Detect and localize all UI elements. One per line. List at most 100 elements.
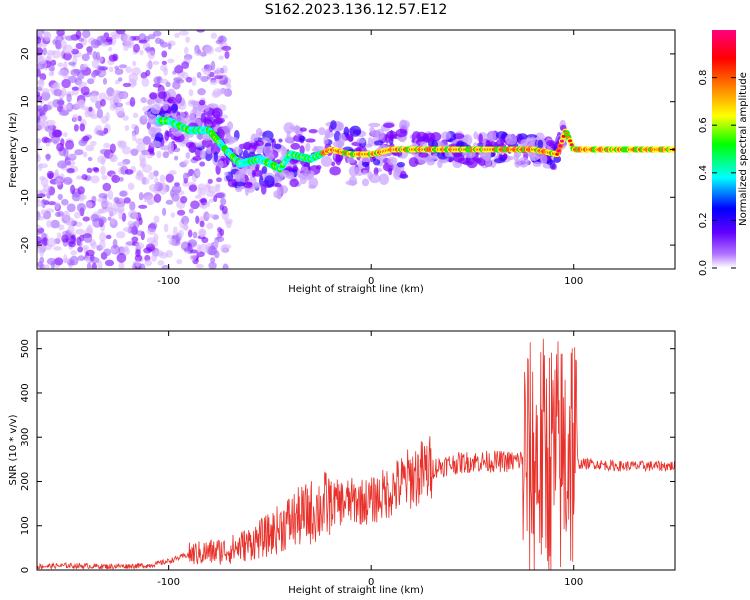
- heatmap-cell: [112, 89, 122, 100]
- heatmap-cell: [561, 134, 566, 138]
- heatmap-cell: [196, 251, 205, 258]
- heatmap-cell: [86, 167, 93, 174]
- heatmap-cell: [264, 175, 275, 188]
- heatmap-cell: [43, 264, 50, 269]
- heatmap-cell: [209, 79, 218, 85]
- heatmap-cell: [176, 79, 185, 84]
- snr-axes: -100 0 100 0 100 200 300 400 500: [20, 331, 675, 588]
- heatmap-cell: [54, 257, 64, 266]
- heatmap-cell: [105, 36, 113, 43]
- heatmap-cell: [387, 156, 398, 166]
- heatmap-cell: [46, 237, 57, 248]
- heatmap-cell: [43, 31, 52, 42]
- heatmap-cell: [70, 184, 76, 195]
- heatmap-cell: [389, 130, 394, 142]
- heatmap-cell: [103, 127, 109, 135]
- heatmap-cell: [196, 30, 206, 33]
- colorbar-tick-label: 0.4: [698, 165, 709, 181]
- heatmap-cell: [165, 81, 171, 88]
- heatmap-cell: [192, 155, 202, 161]
- heatmap-cell: [104, 259, 115, 267]
- heatmap-cell: [37, 224, 41, 230]
- y-tick-label: 0: [20, 567, 31, 573]
- heatmap-cell: [138, 192, 144, 201]
- heatmap-cell: [112, 238, 118, 249]
- colorbar-gradient: [712, 30, 736, 268]
- heatmap-cell: [175, 93, 182, 104]
- heatmap-cell: [86, 224, 93, 235]
- heatmap-cell: [67, 153, 77, 159]
- snr-panel: -100 0 100 0 100 200 300 400 500 Height of strai…: [8, 330, 676, 596]
- heatmap-cell: [102, 182, 112, 192]
- heatmap-cell: [278, 138, 283, 143]
- heatmap-cell: [37, 215, 46, 221]
- heatmap-cell: [105, 234, 112, 240]
- heatmap-cell: [99, 239, 106, 250]
- heatmap-cell: [111, 174, 121, 184]
- heatmap-cell: [86, 51, 93, 56]
- heatmap-cell: [87, 156, 93, 162]
- heatmap-cell: [136, 143, 146, 153]
- heatmap-cell: [502, 153, 508, 160]
- heatmap-cell: [77, 186, 85, 195]
- heatmap-cell: [276, 189, 282, 200]
- heatmap-cell: [373, 140, 384, 146]
- heatmap-cell: [37, 36, 41, 45]
- heatmap-cell: [194, 194, 202, 199]
- heatmap-cell: [457, 157, 468, 164]
- heatmap-cell: [82, 216, 90, 222]
- heatmap-cell: [165, 249, 173, 258]
- heatmap-cell: [200, 75, 209, 82]
- y-tick-label: 100: [20, 516, 31, 535]
- heatmap-cell: [110, 247, 116, 254]
- heatmap-cell: [210, 60, 216, 71]
- heatmap-cell: [279, 169, 291, 178]
- heatmap-cell: [150, 104, 161, 115]
- heatmap-cell: [40, 115, 48, 121]
- heatmap-cell: [121, 247, 130, 256]
- heatmap-cell: [99, 232, 107, 242]
- heatmap-cell: [162, 151, 170, 159]
- heatmap-cell: [40, 209, 46, 215]
- heatmap-cell: [46, 49, 56, 55]
- heatmap-cell: [176, 259, 183, 265]
- heatmap-cell: [123, 44, 129, 51]
- heatmap-cell: [122, 82, 132, 88]
- heatmap-cell: [204, 184, 212, 193]
- heatmap-cell: [46, 170, 55, 179]
- heatmap-cell: [171, 184, 182, 194]
- heatmap-cell: [289, 178, 299, 188]
- heatmap-cell: [81, 245, 90, 250]
- heatmap-cell: [261, 166, 268, 174]
- heatmap-cell: [425, 132, 436, 143]
- heatmap-cell: [566, 135, 571, 139]
- heatmap-cell: [81, 174, 88, 181]
- heatmap-cell: [98, 92, 107, 102]
- heatmap-cell: [138, 39, 148, 44]
- snr-x-label: Height of straight line (km): [288, 585, 424, 596]
- heatmap-cell: [149, 222, 158, 230]
- heatmap-cell: [57, 70, 68, 77]
- heatmap-cell: [167, 58, 175, 64]
- heatmap-cell: [108, 46, 113, 52]
- heatmap-cell: [214, 47, 223, 53]
- heatmap-cell: [135, 137, 145, 145]
- heatmap-cell: [125, 66, 133, 74]
- x-tick-label: 0: [368, 276, 374, 287]
- heatmap-cell: [86, 262, 92, 269]
- heatmap-cell: [116, 252, 127, 263]
- heatmap-cell: [130, 148, 139, 156]
- heatmap-cell: [160, 41, 169, 48]
- heatmap-cell: [89, 93, 98, 103]
- heatmap-cell: [75, 30, 82, 40]
- y-tick-label: 200: [20, 472, 31, 491]
- heatmap-cell: [192, 231, 198, 239]
- heatmap-cell: [167, 42, 172, 50]
- heatmap-cell: [305, 142, 311, 152]
- heatmap-cell: [207, 178, 213, 184]
- heatmap-cell: [176, 209, 186, 216]
- y-tick-label: 400: [20, 383, 31, 402]
- heatmap-cell: [191, 76, 197, 87]
- heatmap-cell: [551, 163, 557, 170]
